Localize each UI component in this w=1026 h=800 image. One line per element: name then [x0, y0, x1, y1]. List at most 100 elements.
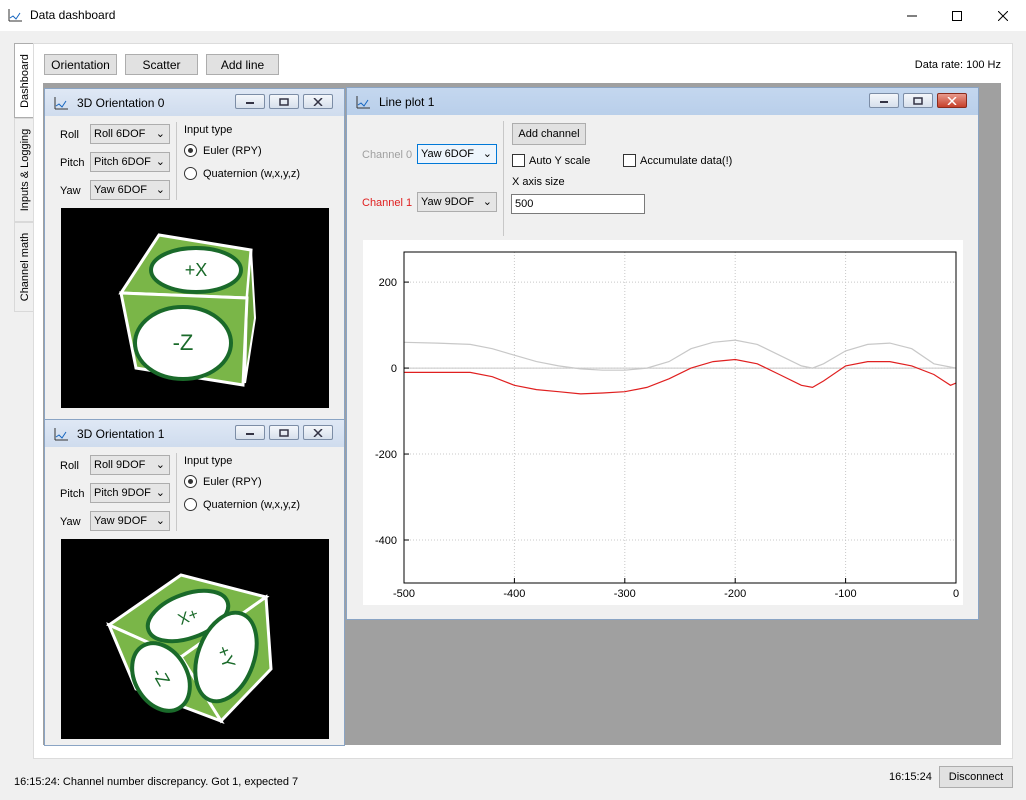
auto-y-label: Auto Y scale — [529, 155, 591, 167]
yaw-label: Yaw — [60, 516, 81, 528]
face-label-top: +X — [185, 260, 208, 280]
tab-label: Channel math — [18, 232, 31, 302]
add-channel-button[interactable]: Add channel — [512, 123, 586, 145]
plot-frame — [403, 251, 957, 584]
x-tick-label: -500 — [393, 588, 415, 600]
x-tick-label: -400 — [503, 588, 525, 600]
face-circle — [130, 641, 192, 713]
sub-minimize-button[interactable] — [869, 93, 899, 108]
tab-label: Inputs & Logging — [18, 128, 31, 212]
x-tick-label: 0 — [953, 588, 959, 600]
orientation0-window[interactable]: 3D Orientation 0 Roll Roll 6DOF ⌄ Pitch P… — [44, 88, 345, 423]
pitch-label: Pitch — [60, 488, 85, 500]
channel0-select[interactable]: Yaw 6DOF ⌄ — [417, 144, 497, 164]
accumulate-checkbox[interactable] — [623, 154, 636, 167]
minimize-icon — [246, 432, 254, 435]
orientation-button[interactable]: Orientation — [44, 54, 117, 75]
x-tick-label: -300 — [614, 588, 636, 600]
close-icon — [947, 96, 957, 105]
orientation1-content: Roll Roll 9DOF ⌄ Pitch Pitch 9DOF ⌄ Yaw Ya… — [52, 448, 339, 740]
minimize-icon — [907, 15, 917, 16]
euler-label: Euler (RPY) — [203, 476, 262, 488]
quaternion-radio[interactable] — [184, 498, 197, 511]
chevron-down-icon: ⌄ — [155, 487, 165, 499]
tab-channel-math[interactable]: Channel math — [14, 222, 34, 312]
roll-select[interactable]: Roll 6DOF ⌄ — [90, 124, 170, 144]
yaw-select[interactable]: Yaw 6DOF ⌄ — [90, 180, 170, 200]
face-circle — [133, 305, 233, 381]
face-circle — [193, 610, 259, 704]
euler-label: Euler (RPY) — [203, 145, 262, 157]
y-tick-label: -200 — [375, 449, 397, 461]
orientation1-window[interactable]: 3D Orientation 1 Roll Roll 9DOF ⌄ Pitch P… — [44, 419, 345, 746]
window-title: Data dashboard — [30, 8, 116, 22]
auto-y-checkbox[interactable] — [512, 154, 525, 167]
lineplot-window[interactable]: Line plot 1 Channel 0 Yaw 6DOF ⌄ Channel … — [346, 87, 979, 620]
pitch-select-value: Pitch 6DOF — [94, 156, 151, 168]
minimize-icon — [246, 101, 254, 104]
minimize-icon — [880, 100, 888, 103]
yaw-select-value: Yaw 6DOF — [94, 184, 147, 196]
sub-restore-button[interactable] — [903, 93, 933, 108]
lineplot-titlebar[interactable]: Line plot 1 — [347, 88, 978, 115]
face-label-front: -Z — [173, 330, 194, 355]
roll-label: Roll — [60, 460, 79, 472]
divider — [176, 453, 177, 531]
orientation1-viewport[interactable]: +X +Y -Z — [61, 539, 329, 739]
roll-select[interactable]: Roll 9DOF ⌄ — [90, 455, 170, 475]
chevron-down-icon: ⌄ — [155, 459, 165, 471]
restore-icon — [279, 97, 289, 106]
pitch-select-value: Pitch 9DOF — [94, 487, 151, 499]
chevron-down-icon: ⌄ — [482, 196, 492, 208]
lineplot-title: Line plot 1 — [379, 95, 435, 109]
pitch-select[interactable]: Pitch 6DOF ⌄ — [90, 152, 170, 172]
window-titlebar: Data dashboard — [0, 0, 1026, 31]
orientation1-titlebar[interactable]: 3D Orientation 1 — [45, 420, 344, 447]
series-line-channel1 — [404, 358, 957, 395]
scatter-button[interactable]: Scatter — [125, 54, 198, 75]
sub-restore-button[interactable] — [269, 425, 299, 440]
restore-icon — [279, 428, 289, 437]
euler-radio[interactable] — [184, 475, 197, 488]
chevron-down-icon: ⌄ — [155, 156, 165, 168]
tab-inputs-logging[interactable]: Inputs & Logging — [14, 118, 34, 222]
close-button[interactable] — [980, 0, 1026, 31]
chart-app-icon — [356, 96, 370, 109]
line-plot-chart[interactable]: -500 -400 -300 -200 -100 0 200 0 -200 -400 — [363, 240, 963, 605]
maximize-icon — [952, 10, 962, 21]
orientation1-title: 3D Orientation 1 — [77, 427, 165, 441]
tab-dashboard[interactable]: Dashboard — [14, 43, 34, 118]
y-tick-label: 0 — [391, 363, 397, 375]
channel1-select[interactable]: Yaw 9DOF ⌄ — [417, 192, 497, 212]
orientation0-titlebar[interactable]: 3D Orientation 0 — [45, 89, 344, 116]
sub-close-button[interactable] — [303, 94, 333, 109]
restore-icon — [913, 96, 923, 105]
roll-select-value: Roll 6DOF — [94, 128, 146, 140]
sub-restore-button[interactable] — [269, 94, 299, 109]
sub-minimize-button[interactable] — [235, 94, 265, 109]
sub-minimize-button[interactable] — [235, 425, 265, 440]
maximize-button[interactable] — [934, 0, 980, 31]
quaternion-radio[interactable] — [184, 167, 197, 180]
pitch-select[interactable]: Pitch 9DOF ⌄ — [90, 483, 170, 503]
chevron-down-icon: ⌄ — [155, 515, 165, 527]
euler-radio[interactable] — [184, 144, 197, 157]
cube-side-face — [244, 249, 257, 384]
sub-close-button[interactable] — [937, 93, 967, 108]
x-axis-size-input[interactable]: 500 — [511, 194, 645, 214]
sub-close-button[interactable] — [303, 425, 333, 440]
close-icon — [998, 10, 1008, 21]
chevron-down-icon: ⌄ — [155, 128, 165, 140]
channel0-select-value: Yaw 6DOF — [421, 148, 474, 160]
chevron-down-icon: ⌄ — [482, 148, 492, 160]
x-tick-label: -200 — [724, 588, 746, 600]
chart-app-icon — [54, 428, 68, 441]
quaternion-label: Quaternion (w,x,y,z) — [203, 168, 300, 180]
add-line-button[interactable]: Add line — [206, 54, 279, 75]
minimize-button[interactable] — [889, 0, 935, 31]
disconnect-button[interactable]: Disconnect — [939, 766, 1013, 788]
x-axis-size-label: X axis size — [512, 176, 565, 188]
yaw-select[interactable]: Yaw 9DOF ⌄ — [90, 511, 170, 531]
orientation0-viewport[interactable]: +X -Z — [61, 208, 329, 408]
status-time: 16:15:24 — [889, 771, 932, 783]
